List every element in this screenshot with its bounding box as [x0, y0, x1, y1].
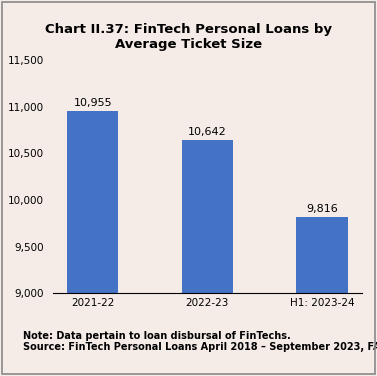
Text: 9,816: 9,816: [306, 204, 338, 214]
Y-axis label: In ₹: In ₹: [0, 167, 2, 186]
Bar: [182, 140, 233, 376]
Bar: [296, 217, 348, 376]
Text: Note: Data pertain to loan disbursal of FinTechs.
Source: FinTech Personal Loans: Note: Data pertain to loan disbursal of …: [23, 331, 377, 352]
Text: 10,642: 10,642: [188, 127, 227, 137]
Bar: [67, 111, 118, 376]
Text: Chart II.37: FinTech Personal Loans by
Average Ticket Size: Chart II.37: FinTech Personal Loans by A…: [45, 23, 332, 51]
Text: 10,955: 10,955: [74, 98, 112, 108]
